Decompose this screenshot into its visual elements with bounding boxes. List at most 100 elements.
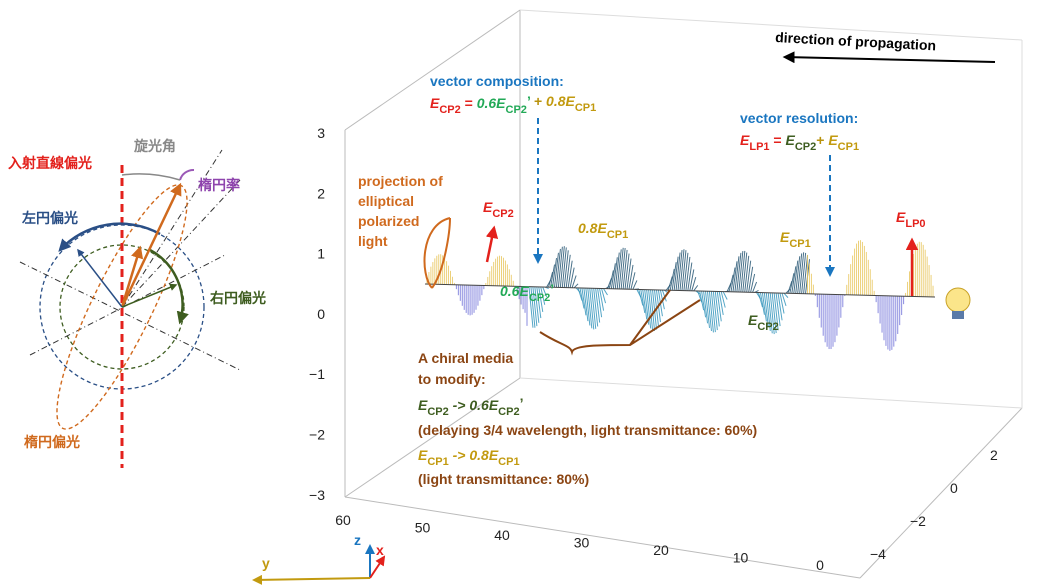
equation-part: CP1 <box>498 456 519 468</box>
x-arrow <box>370 557 384 578</box>
box-edge <box>345 10 520 130</box>
z-tick-label: 2 <box>317 185 325 201</box>
vector <box>487 228 494 262</box>
wave-hatch <box>564 250 568 287</box>
left-vector <box>78 250 122 307</box>
composition-title: vector composition: <box>430 73 564 89</box>
wave-label: ECP1 <box>780 229 811 250</box>
wave-hatch <box>711 291 715 332</box>
label: 左円偏光 <box>21 210 78 227</box>
equation-part: CP1 <box>789 238 810 250</box>
equation-part: -> 0.6E <box>449 397 499 413</box>
bulb <box>946 288 970 312</box>
equation-part: 0.6E <box>477 95 506 111</box>
wave-hatch <box>623 250 627 289</box>
x-tick-label: 30 <box>574 535 590 551</box>
ellipticity-arc <box>180 170 194 180</box>
x-tick-label: 60 <box>335 512 351 528</box>
wave-hatch <box>694 285 698 290</box>
axis-label: z <box>354 532 361 548</box>
wave-hatch <box>715 291 719 326</box>
wave-hatch <box>743 253 747 293</box>
label: 旋光角 <box>133 138 176 155</box>
equation-part: LP1 <box>749 141 769 153</box>
wave-hatch <box>753 282 757 292</box>
equation-part: 0.8E <box>578 220 607 236</box>
equation-part: CP2 <box>427 406 448 418</box>
equation-part: CP2 <box>492 208 513 220</box>
x-tick-label: 0 <box>816 557 824 573</box>
equation-part: CP1 <box>427 456 448 468</box>
wave-hatch <box>745 256 749 292</box>
label: 右円偏光 <box>209 290 266 307</box>
wave-hatch <box>604 289 608 295</box>
axis-label: y <box>262 555 270 571</box>
chiral-rule: ECP2 -> 0.6ECP2’ <box>418 395 523 418</box>
plot-box <box>345 10 1022 578</box>
x-tick-label: 10 <box>733 550 749 566</box>
polarization-diagram: 旋光角 入射直線偏光 楕円率 左円偏光 右円偏光 楕円偏光 <box>8 138 266 468</box>
label: 入射直線偏光 <box>8 155 92 172</box>
rotation-arc <box>122 174 180 180</box>
bulb-base <box>952 311 964 319</box>
z-tick-label: −1 <box>309 366 325 382</box>
propagation-label: direction of propagation <box>775 29 937 53</box>
y-tick-label: 0 <box>950 480 958 496</box>
label: 楕円率 <box>198 177 240 194</box>
wave-hatch <box>592 288 596 329</box>
chiral-rule: ECP1 -> 0.8ECP1 <box>418 447 520 468</box>
equation-part: ’ <box>550 281 554 297</box>
wave-hatch <box>682 250 686 290</box>
equation-part: CP1 <box>575 102 596 114</box>
y-tick-label: −2 <box>910 513 926 529</box>
equation-part: CP2 <box>439 104 460 116</box>
brace <box>540 290 700 352</box>
equation-part: 0.6E <box>500 283 529 299</box>
wave-hatch <box>562 247 566 287</box>
equation-part: = <box>770 132 786 148</box>
x-tick-label: 40 <box>494 527 510 543</box>
axis-label: x <box>376 542 384 558</box>
right-circular-arrow <box>150 250 183 322</box>
y-tick-label: −4 <box>870 546 886 562</box>
equation-part: LP0 <box>905 218 925 230</box>
z-tick-label: 3 <box>317 125 325 141</box>
equation-part: CP2 <box>529 292 550 304</box>
wave-hatch <box>633 280 637 289</box>
left-circular-arrow <box>60 224 160 250</box>
y-tick-label: 2 <box>990 447 998 463</box>
wave-label: ECP2 <box>483 199 514 220</box>
wave-hatch <box>625 254 629 290</box>
x-tick-label: 20 <box>653 542 669 558</box>
label: 楕円偏光 <box>24 434 80 451</box>
y-arrow <box>254 578 370 580</box>
resolution-equation: ELP1 = ECP2+ ECP1 <box>740 132 859 153</box>
equation-part: CP1 <box>607 229 628 241</box>
box-edge <box>345 497 860 578</box>
wave-label: ELP0 <box>896 209 926 230</box>
wave-hatch <box>621 248 625 289</box>
resolution-title: vector resolution: <box>740 110 858 126</box>
equation-part: -> 0.8E <box>449 447 499 463</box>
chiral-line: A chiral media <box>418 350 513 366</box>
wave-hatch <box>574 284 578 288</box>
x-tick-label: 50 <box>415 520 431 536</box>
wave-hatch <box>723 292 727 300</box>
wave-hatch <box>560 246 564 287</box>
z-tick-label: 1 <box>317 246 325 262</box>
z-tick-label: −2 <box>309 427 325 443</box>
light-bulb <box>946 288 970 319</box>
wave-hatch <box>804 255 808 293</box>
equation-part: = <box>461 95 477 111</box>
equation-part: CP2 <box>498 406 519 418</box>
z-tick-label: 0 <box>317 306 325 322</box>
figure: 旋光角 入射直線偏光 楕円率 左円偏光 右円偏光 楕円偏光 direction … <box>0 0 1038 585</box>
chiral-note: (light transmittance: 80%) <box>418 471 589 487</box>
composition-equation: ECP2 = 0.6ECP2’ + 0.8ECP1 <box>430 93 596 116</box>
equation-part: 0.8E <box>546 93 575 109</box>
equation-part: ’ <box>520 395 524 411</box>
z-tick-label: −3 <box>309 487 325 503</box>
elliptical-vector <box>122 185 180 307</box>
wave-hatch <box>684 253 688 291</box>
equation-part: CP2 <box>757 321 778 333</box>
